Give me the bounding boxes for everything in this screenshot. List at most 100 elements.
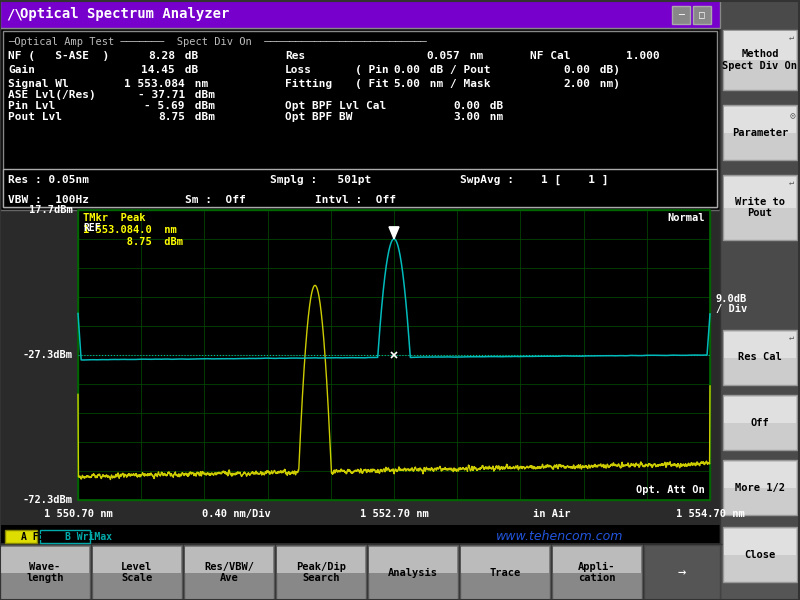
Bar: [277, 547, 365, 573]
Bar: [185, 547, 273, 573]
Text: NF Cal: NF Cal: [530, 51, 570, 61]
Bar: [672, 6, 690, 24]
Bar: [724, 397, 796, 423]
Text: More 1/2: More 1/2: [735, 482, 785, 493]
Text: / Div: / Div: [716, 304, 747, 314]
Text: VBW :  100Hz: VBW : 100Hz: [8, 195, 89, 205]
Bar: [644, 545, 720, 600]
Text: nm: nm: [188, 79, 208, 89]
Text: 1 554.70 nm: 1 554.70 nm: [676, 509, 744, 519]
Text: Wave-
length: Wave- length: [26, 562, 64, 583]
Text: Peak/Dip
Search: Peak/Dip Search: [296, 562, 346, 583]
Bar: [723, 395, 797, 450]
Bar: [723, 175, 797, 240]
Bar: [184, 545, 274, 600]
Text: SwpAvg :    1 [    1 ]: SwpAvg : 1 [ 1 ]: [460, 175, 609, 185]
Text: Pin Lvl: Pin Lvl: [8, 101, 55, 111]
Bar: [368, 545, 458, 600]
Text: Method
Spect Div On: Method Spect Div On: [722, 49, 798, 71]
Text: A Fix: A Fix: [21, 532, 50, 542]
Text: TMkr  Peak: TMkr Peak: [83, 213, 146, 223]
Text: ( Pin: ( Pin: [355, 65, 389, 75]
Text: Normal: Normal: [667, 213, 705, 223]
Text: ─Optical Amp Test ───────  Spect Div On  ──────────────────────────: ─Optical Amp Test ─────── Spect Div On ─…: [8, 37, 426, 47]
Text: Appli-
cation: Appli- cation: [578, 562, 616, 583]
Text: Signal Wl: Signal Wl: [8, 79, 69, 89]
Bar: [1, 547, 89, 573]
Text: ↵: ↵: [789, 178, 794, 187]
Bar: [0, 545, 90, 600]
Text: dB): dB): [593, 65, 620, 75]
Text: Loss: Loss: [285, 65, 312, 75]
Bar: [553, 547, 641, 573]
Text: Fitting: Fitting: [285, 79, 332, 89]
Bar: [3, 169, 717, 207]
Text: ASE Lvl(/Res): ASE Lvl(/Res): [8, 90, 96, 100]
Bar: [723, 105, 797, 160]
Text: 0.00: 0.00: [453, 101, 480, 111]
Bar: [552, 545, 642, 600]
Text: 1 552.70 nm: 1 552.70 nm: [360, 509, 428, 519]
Text: Analysis: Analysis: [388, 568, 438, 578]
Text: 17.7dBm: 17.7dBm: [30, 205, 73, 215]
Text: nm: nm: [483, 112, 503, 122]
Bar: [276, 545, 366, 600]
Bar: [461, 547, 549, 573]
Text: Off: Off: [750, 418, 770, 427]
Text: Close: Close: [744, 550, 776, 559]
Text: /\: /\: [6, 7, 22, 21]
Text: 0.00: 0.00: [393, 65, 420, 75]
Text: ( Fit: ( Fit: [355, 79, 389, 89]
Bar: [724, 31, 796, 60]
Text: Opt BPF BW: Opt BPF BW: [285, 112, 353, 122]
Bar: [723, 330, 797, 385]
Bar: [724, 462, 796, 488]
Text: 8.75  dBm: 8.75 dBm: [83, 237, 183, 247]
Text: 2.00: 2.00: [563, 79, 590, 89]
Bar: [724, 332, 796, 358]
Text: www.tehencom.com: www.tehencom.com: [496, 530, 624, 544]
Text: ↵: ↵: [789, 33, 794, 42]
Text: Smplg :   501pt: Smplg : 501pt: [270, 175, 371, 185]
Bar: [723, 30, 797, 90]
Bar: [720, 0, 800, 600]
Text: - 5.69: - 5.69: [145, 101, 185, 111]
Bar: [723, 460, 797, 515]
Text: 5.00: 5.00: [393, 79, 420, 89]
Text: dB: dB: [178, 65, 198, 75]
Text: 0.00: 0.00: [563, 65, 590, 75]
Bar: [369, 547, 457, 573]
Text: Sm :  Off: Sm : Off: [185, 195, 246, 205]
Text: □: □: [699, 10, 705, 20]
Text: 0.40 nm/Div: 0.40 nm/Div: [202, 509, 270, 519]
Text: Opt BPF Lvl Cal: Opt BPF Lvl Cal: [285, 101, 386, 111]
Text: ⊙: ⊙: [789, 111, 795, 121]
Text: - 37.71: - 37.71: [138, 90, 185, 100]
Text: 8.75: 8.75: [158, 112, 185, 122]
Bar: [78, 210, 710, 500]
Bar: [720, 0, 800, 544]
Text: Res Cal: Res Cal: [738, 352, 782, 362]
Bar: [3, 31, 717, 207]
Text: Trace: Trace: [490, 568, 521, 577]
Text: dBm: dBm: [188, 101, 215, 111]
Text: 8.28: 8.28: [148, 51, 175, 61]
Text: in Air: in Air: [534, 509, 570, 519]
Text: ─: ─: [678, 10, 684, 20]
Text: Res : 0.05nm: Res : 0.05nm: [8, 175, 89, 185]
Text: Res/VBW/
Ave: Res/VBW/ Ave: [204, 562, 254, 583]
Text: -72.3dBm: -72.3dBm: [23, 495, 73, 505]
Text: 1 553.084.0  nm: 1 553.084.0 nm: [83, 225, 177, 235]
Text: dBm: dBm: [188, 112, 215, 122]
Bar: [0, 28, 720, 210]
Text: Level
Scale: Level Scale: [122, 562, 153, 583]
Text: nm): nm): [593, 79, 620, 89]
Text: 14.45: 14.45: [142, 65, 175, 75]
Text: Opt. Att On: Opt. Att On: [636, 485, 705, 495]
Text: 0.057: 0.057: [426, 51, 460, 61]
Bar: [40, 530, 90, 543]
Bar: [460, 545, 550, 600]
Text: B WriMax: B WriMax: [65, 532, 112, 542]
Text: nm / Mask: nm / Mask: [423, 79, 490, 89]
Text: Gain: Gain: [8, 65, 35, 75]
